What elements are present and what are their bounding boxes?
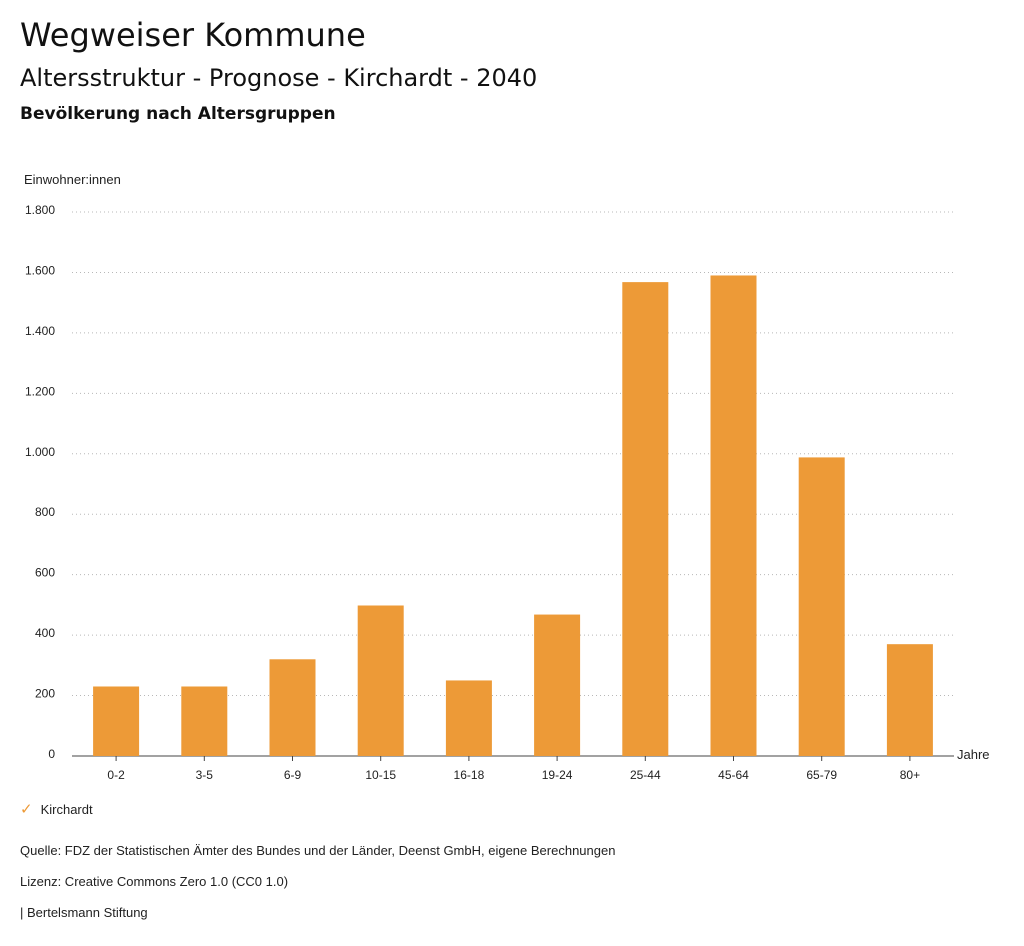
x-tick-label: 0-2: [107, 768, 125, 782]
x-tick-label: 65-79: [806, 768, 837, 782]
y-tick-label: 800: [35, 505, 55, 519]
x-tick-label: 25-44: [630, 768, 661, 782]
bar-chart: Einwohner:innen Jahre 0 200 400 600 800 1.000 1.…: [24, 172, 990, 782]
bar-16-18: [445, 680, 492, 756]
y-tick-label: 1.400: [25, 324, 55, 338]
legend-label: Kirchardt: [40, 802, 93, 817]
legend-item-kirchardt[interactable]: ✓ Kirchardt: [20, 802, 93, 817]
y-tick-label: 1.200: [25, 384, 55, 398]
y-axis-label: Einwohner:innen: [24, 172, 121, 187]
y-tick-label: 0: [48, 747, 55, 761]
bar-65-79: [798, 457, 845, 756]
x-tick-label: 19-24: [542, 768, 573, 782]
x-tick-label: 6-9: [284, 768, 302, 782]
x-tick-label: 80+: [900, 768, 920, 782]
check-icon: ✓: [20, 801, 33, 818]
bar-25-44: [622, 282, 669, 756]
y-tick-label: 1.600: [25, 263, 55, 277]
bar-80+: [886, 644, 933, 756]
chart-section-title: Bevölkerung nach Altersgruppen: [20, 104, 336, 124]
bar-0-2: [93, 686, 140, 756]
x-axis-label: Jahre: [957, 747, 990, 762]
x-tick-label: 10-15: [365, 768, 396, 782]
y-tick-label: 1.800: [25, 203, 55, 217]
source-note: Quelle: FDZ der Statistischen Ämter des …: [20, 843, 616, 858]
y-tick-label: 400: [35, 626, 55, 640]
bar-19-24: [534, 614, 581, 756]
chart-subtitle: Altersstruktur - Prognose - Kirchardt - …: [20, 64, 538, 92]
page-title: Wegweiser Kommune: [20, 16, 366, 54]
bar-6-9: [269, 659, 316, 756]
x-tick-label: 45-64: [718, 768, 749, 782]
y-tick-label: 1.000: [25, 445, 55, 459]
publisher-link[interactable]: | Bertelsmann Stiftung: [20, 905, 148, 920]
license-note: Lizenz: Creative Commons Zero 1.0 (CC0 1…: [20, 874, 289, 889]
bar-3-5: [181, 686, 228, 756]
y-tick-label: 600: [35, 566, 55, 580]
bar-10-15: [357, 605, 404, 756]
x-tick-label: 3-5: [196, 768, 214, 782]
bar-45-64: [710, 275, 757, 756]
y-tick-label: 200: [35, 687, 55, 701]
x-tick-label: 16-18: [454, 768, 485, 782]
